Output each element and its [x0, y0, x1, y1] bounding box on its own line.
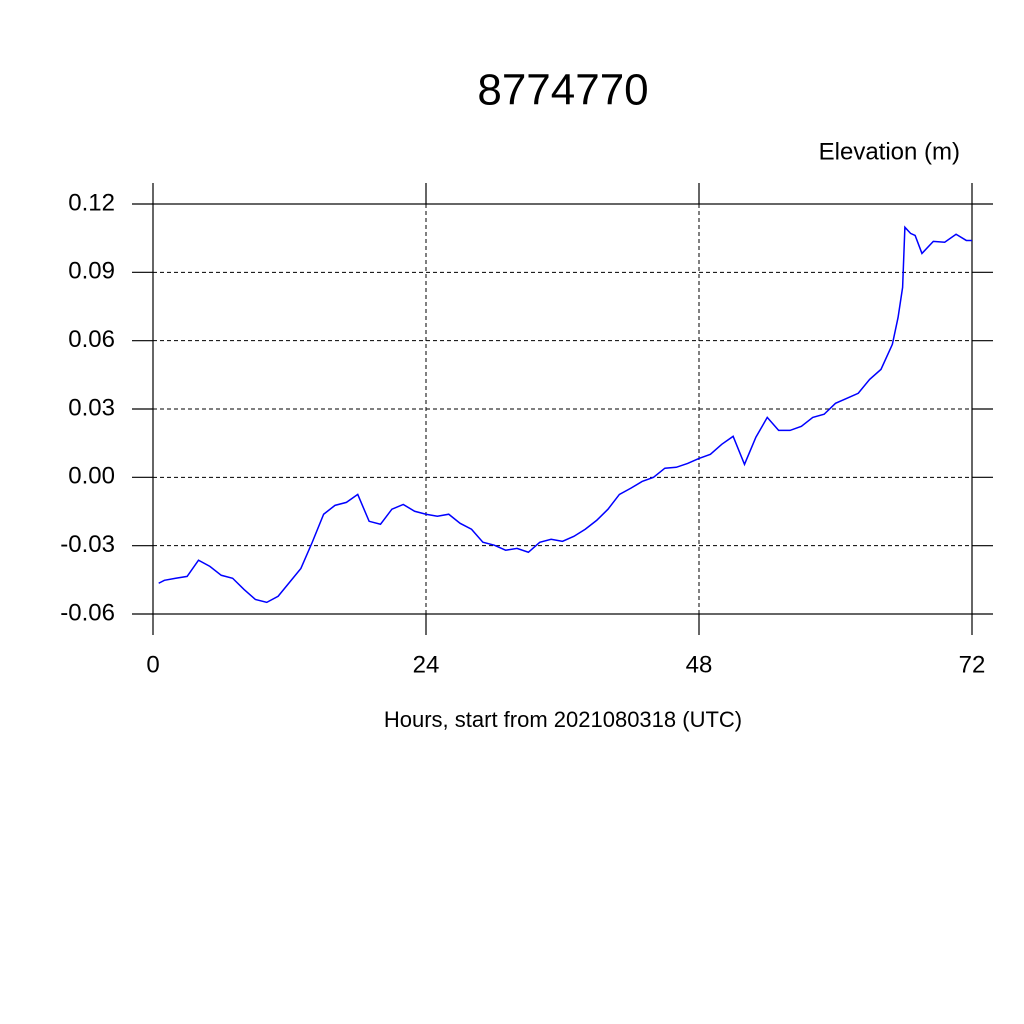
x-tick-label: 0 [146, 651, 159, 678]
y-tick-label: 0.06 [68, 326, 115, 353]
x-tick-label: 72 [959, 651, 986, 678]
y-tick-label: -0.06 [60, 599, 115, 626]
x-tick-label: 48 [686, 651, 713, 678]
y-tick-label: 0.03 [68, 394, 115, 421]
chart-subtitle: Elevation (m) [819, 138, 960, 165]
y-tick-label: 0.09 [68, 258, 115, 285]
chart-title: 8774770 [477, 66, 648, 115]
x-tick-label: 24 [413, 651, 440, 678]
data-line [158, 225, 972, 604]
y-tick-label: 0.12 [68, 189, 115, 216]
y-tick-label: 0.00 [68, 463, 115, 490]
y-tick-label: -0.03 [60, 531, 115, 558]
x-axis-label: Hours, start from 2021080318 (UTC) [384, 707, 742, 732]
